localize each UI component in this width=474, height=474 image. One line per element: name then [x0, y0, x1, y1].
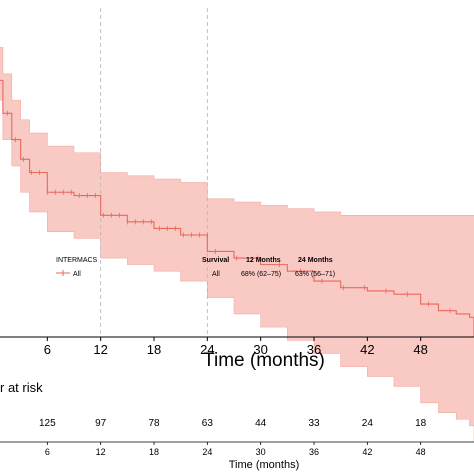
summary-row-12-months: 68% (62–75): [241, 271, 281, 278]
risk-count-30: 44: [255, 418, 267, 429]
risk-count-6: 125: [39, 418, 56, 429]
legend: INTERMACS All: [56, 257, 98, 278]
x-tick-label-42: 42: [360, 342, 374, 357]
risk-count-48: 18: [415, 418, 427, 429]
x-axis-title: Time (months): [203, 350, 325, 371]
x-tick-label-18: 18: [147, 342, 161, 357]
summary-header-24-months: 24 Months: [298, 257, 333, 264]
risk-table-title: r at risk: [0, 380, 43, 395]
risk-tick-label-6: 6: [45, 447, 50, 457]
x-tick-label-36: 36: [307, 342, 321, 357]
risk-table-x-title: Time (months): [229, 459, 300, 471]
risk-tick-label-42: 42: [362, 447, 372, 457]
risk-count-24: 63: [202, 418, 214, 429]
risk-count-42: 24: [362, 418, 374, 429]
x-tick-label-24: 24: [200, 342, 214, 357]
summary-header-12-months: 12 Months: [246, 257, 281, 264]
summary-row-24-months: 63% (56–71): [295, 271, 335, 278]
summary-header-survival: Survival: [202, 257, 229, 264]
risk-count-12: 97: [95, 418, 107, 429]
x-tick-label-48: 48: [413, 342, 427, 357]
risk-tick-label-24: 24: [202, 447, 212, 457]
risk-count-36: 33: [308, 418, 320, 429]
x-axis: 6 12 18 24 30 36 42 48: [0, 336, 474, 357]
legend-entry-label: All: [73, 271, 81, 278]
risk-count-18: 78: [148, 418, 160, 429]
summary-row-label: All: [212, 271, 220, 278]
risk-table: 125 6 97 12 78 18 63 24 44 30 33 36 24 42 18 48: [0, 418, 474, 457]
risk-tick-label-30: 30: [256, 447, 266, 457]
x-tick-label-30: 30: [253, 342, 267, 357]
survival-curve: [0, 79, 474, 337]
risk-tick-label-48: 48: [416, 447, 426, 457]
survival-summary-table: Survival 12 Months 24 Months All 68% (62…: [202, 257, 335, 278]
confidence-upper-line: [0, 47, 474, 216]
legend-title: INTERMACS: [56, 257, 98, 264]
x-tick-label-6: 6: [44, 342, 51, 357]
x-tick-label-12: 12: [93, 342, 107, 357]
plot-area: [0, 8, 474, 443]
risk-tick-label-36: 36: [309, 447, 319, 457]
risk-tick-label-12: 12: [96, 447, 106, 457]
risk-tick-label-18: 18: [149, 447, 159, 457]
confidence-band: [0, 47, 474, 443]
